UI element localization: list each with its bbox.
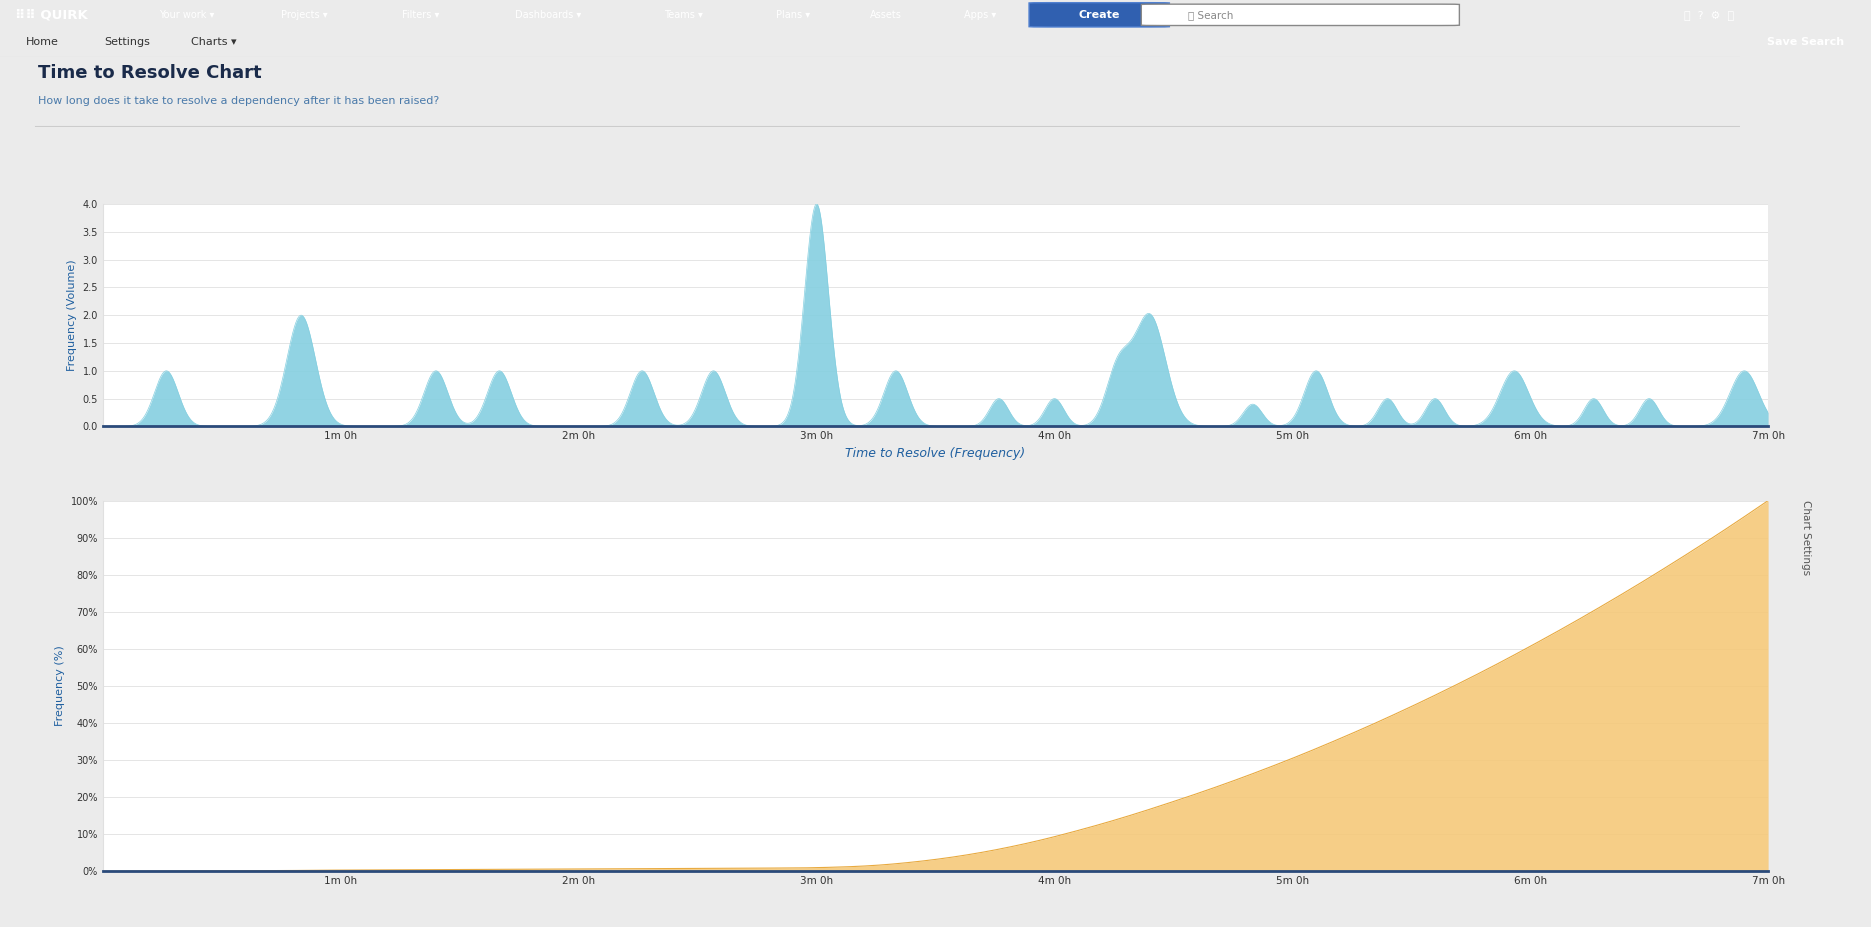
Text: Your work ▾: Your work ▾: [159, 10, 215, 19]
Text: Save Search: Save Search: [1766, 37, 1845, 47]
Text: Plans ▾: Plans ▾: [776, 10, 810, 19]
Y-axis label: Frequency (%): Frequency (%): [54, 645, 65, 727]
Text: Apps ▾: Apps ▾: [964, 10, 995, 19]
Text: Teams ▾: Teams ▾: [664, 10, 703, 19]
Text: Chart Settings: Chart Settings: [1800, 500, 1811, 576]
Text: 🔔  ?  ⚙  👤: 🔔 ? ⚙ 👤: [1684, 10, 1734, 19]
Text: Dashboards ▾: Dashboards ▾: [515, 10, 580, 19]
Y-axis label: Frequency (Volume): Frequency (Volume): [67, 260, 77, 371]
Text: Charts ▾: Charts ▾: [191, 37, 238, 47]
FancyBboxPatch shape: [1141, 4, 1459, 26]
Text: Home: Home: [26, 37, 60, 47]
Text: How long does it take to resolve a dependency after it has been raised?: How long does it take to resolve a depen…: [37, 95, 440, 106]
Text: Settings: Settings: [105, 37, 150, 47]
Text: Filters ▾: Filters ▾: [402, 10, 440, 19]
Text: Assets: Assets: [870, 10, 902, 19]
FancyBboxPatch shape: [1029, 3, 1169, 27]
Text: ⠿⠿ QUIRK: ⠿⠿ QUIRK: [15, 8, 88, 21]
Text: Projects ▾: Projects ▾: [281, 10, 327, 19]
Text: 🔍 Search: 🔍 Search: [1188, 10, 1233, 19]
X-axis label: Time to Resolve (Frequency): Time to Resolve (Frequency): [846, 447, 1025, 460]
Text: Create: Create: [1078, 10, 1121, 19]
Text: Time to Resolve Chart: Time to Resolve Chart: [37, 64, 262, 82]
